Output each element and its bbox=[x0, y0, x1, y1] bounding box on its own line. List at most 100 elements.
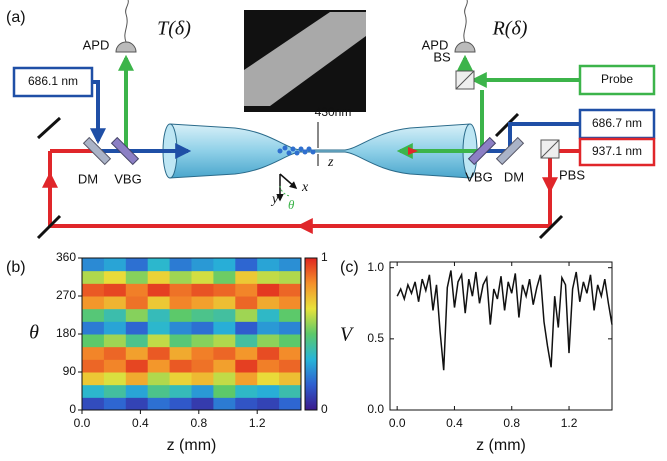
heat-cell bbox=[125, 334, 149, 348]
heat-cell bbox=[279, 270, 302, 284]
heat-cell bbox=[103, 346, 127, 360]
heat-cell bbox=[125, 359, 149, 373]
colorbar bbox=[304, 257, 318, 411]
heat-cell bbox=[257, 321, 280, 335]
component-label: PBS bbox=[559, 167, 585, 182]
y-axis-label: θ bbox=[29, 322, 39, 344]
heat-cell bbox=[169, 346, 192, 360]
heat-cell bbox=[82, 270, 105, 284]
heat-cell bbox=[125, 372, 149, 386]
heat-cell bbox=[235, 296, 258, 310]
heat-cell bbox=[147, 372, 171, 386]
apd-cable bbox=[463, 0, 468, 43]
heat-cell bbox=[235, 334, 258, 348]
heat-cell bbox=[235, 372, 258, 386]
heat-cell bbox=[191, 372, 214, 386]
apd-icon bbox=[454, 41, 476, 53]
heat-cell bbox=[213, 308, 236, 322]
heat-cell bbox=[279, 384, 302, 398]
heat-cell bbox=[191, 270, 214, 284]
heat-cell bbox=[213, 384, 236, 398]
heat-cell bbox=[235, 359, 258, 373]
heat-cell bbox=[213, 359, 236, 373]
heat-cell bbox=[191, 346, 214, 360]
probe-label: Probe bbox=[601, 72, 633, 86]
heat-cell bbox=[125, 296, 149, 310]
heat-cell bbox=[191, 308, 214, 322]
y-tick-label: 0.5 bbox=[367, 331, 384, 345]
heat-cell bbox=[257, 397, 280, 411]
heat-cell bbox=[279, 308, 302, 322]
mirror bbox=[538, 214, 564, 240]
heat-cell bbox=[147, 359, 171, 373]
axis-label: y bbox=[270, 192, 279, 207]
signal-label: T(δ) bbox=[157, 18, 191, 40]
heat-cell bbox=[213, 334, 236, 348]
heat-cell bbox=[235, 270, 258, 284]
heat-cell bbox=[191, 321, 214, 335]
data-line bbox=[396, 270, 613, 371]
beam-splitter bbox=[455, 70, 475, 90]
heat-cell bbox=[103, 359, 127, 373]
component-label: VBG bbox=[465, 169, 492, 184]
heat-cell bbox=[235, 258, 258, 272]
component-label: DM bbox=[78, 171, 98, 186]
dichroic-mirror bbox=[495, 136, 525, 166]
heat-cell bbox=[191, 397, 214, 411]
vbg bbox=[467, 136, 497, 166]
heat-cell bbox=[213, 296, 236, 310]
heat-cell bbox=[279, 321, 302, 335]
heat-cell bbox=[103, 334, 127, 348]
heat-cell bbox=[147, 334, 171, 348]
heat-cell bbox=[125, 384, 149, 398]
heat-cell bbox=[213, 346, 236, 360]
heat-cell bbox=[191, 258, 214, 272]
y-tick-label: 90 bbox=[63, 364, 77, 378]
heat-cell bbox=[169, 308, 192, 322]
heat-cell bbox=[257, 296, 280, 310]
heat-cell bbox=[191, 283, 214, 297]
heat-cell bbox=[125, 346, 149, 360]
red-arrowhead bbox=[408, 147, 418, 155]
heat-cell bbox=[191, 359, 214, 373]
x-tick-label: 1.2 bbox=[561, 416, 578, 430]
laser-label: 686.1 nm bbox=[28, 74, 78, 88]
heat-cell bbox=[169, 359, 192, 373]
heat-cell bbox=[82, 321, 105, 335]
heat-cell bbox=[125, 321, 149, 335]
heat-cell bbox=[147, 321, 171, 335]
heat-cell bbox=[213, 283, 236, 297]
heat-cell bbox=[147, 296, 171, 310]
heat-cell bbox=[82, 334, 105, 348]
heat-cell bbox=[147, 346, 171, 360]
heat-cell bbox=[191, 384, 214, 398]
component-label: VBG bbox=[114, 171, 141, 186]
mirror bbox=[494, 112, 520, 138]
x-axis-label: z (mm) bbox=[476, 437, 526, 454]
heat-cell bbox=[147, 308, 171, 322]
apd-icon bbox=[115, 41, 137, 53]
heat-cell bbox=[257, 384, 280, 398]
heat-cell bbox=[279, 359, 302, 373]
heat-cell bbox=[147, 397, 171, 411]
heat-cell bbox=[235, 321, 258, 335]
heat-cell bbox=[82, 308, 105, 322]
heat-cell bbox=[235, 397, 258, 411]
heat-cell bbox=[191, 296, 214, 310]
heat-cell bbox=[103, 296, 127, 310]
vbg bbox=[110, 136, 140, 166]
laser-box bbox=[578, 137, 656, 167]
sem-fiber bbox=[244, 12, 366, 106]
heat-cell bbox=[169, 384, 192, 398]
heat-cell bbox=[169, 270, 192, 284]
heat-cell bbox=[213, 258, 236, 272]
heat-cell bbox=[257, 308, 280, 322]
x-tick-label: 1.2 bbox=[249, 416, 266, 430]
mirrors bbox=[36, 112, 564, 240]
heat-cell bbox=[213, 372, 236, 386]
heat-cell bbox=[125, 258, 149, 272]
heat-cell bbox=[257, 359, 280, 373]
heat-cell bbox=[147, 384, 171, 398]
heat-cell bbox=[235, 346, 258, 360]
apd-cable bbox=[124, 0, 129, 43]
